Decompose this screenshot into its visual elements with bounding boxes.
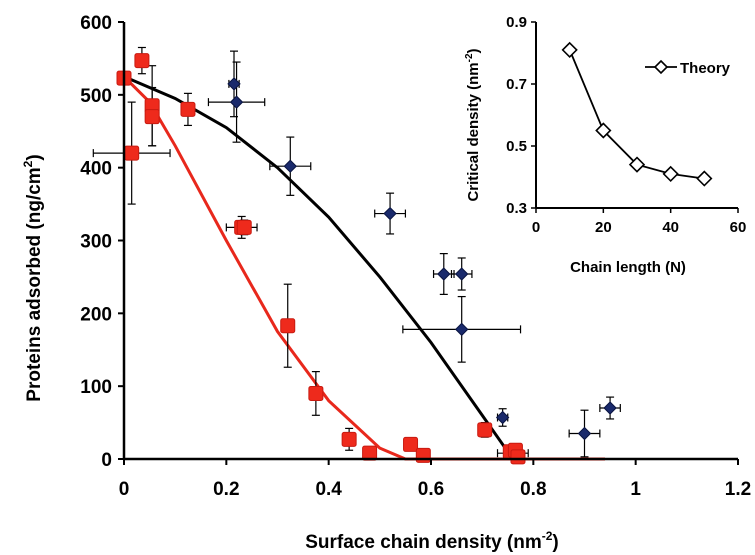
y-tick-label: 600 [80,13,112,34]
data-point-square [477,422,493,438]
x-axis-title-end: ) [552,532,558,553]
theory-point [628,156,646,173]
y-axis-title-text: Proteins adsorbed (ng/cm [24,167,45,401]
data-point-square [236,219,252,235]
x-tick-label: 1.2 [725,479,751,500]
inset-x-axis-title: Chain length (N) [570,259,686,276]
data-point-diamond [454,322,469,337]
x-tick-label: 0.4 [315,479,342,500]
theory-point [561,41,578,59]
x-tick-label: 1 [630,479,641,500]
x-tick-label: 0 [119,479,130,500]
data-point-square [510,449,526,465]
x-axis-title-text: Surface chain density (nm [305,532,542,553]
y-axis-title-superscript: 2 [21,160,35,167]
data-point-diamond [437,267,451,281]
inset-x-tick-label: 60 [730,219,747,236]
data-point-diamond [603,401,617,415]
data-point-diamond [283,159,297,173]
inset-x-tick-label: 40 [662,219,679,236]
data-point-diamond [229,95,244,109]
inset-y-tick-label: 0.5 [506,138,527,155]
y-tick-label: 100 [80,377,112,398]
inset-x-tick-label: 0 [532,219,540,236]
inset-y-tick-label: 0.9 [506,14,527,31]
inset-x-tick-label: 20 [595,219,612,236]
inset-y-axis-title-superscript: -2 [464,53,475,62]
x-tick-label: 0.2 [213,479,239,500]
data-point-diamond [227,77,241,91]
data-point-square [134,53,150,69]
inset-y-axis-title: Critical density (nm-2) [464,48,482,201]
inset-y-axis-title-text: Critical density (nm [465,62,482,201]
data-point-diamond [577,426,592,441]
y-axis-title: Proteins adsorbed (ng/cm2) [21,154,45,401]
fit-curve-2 [123,75,605,461]
theory-point [595,122,612,139]
y-tick-label: 300 [80,232,112,253]
data-point-diamond [454,267,469,281]
data-point-square [124,145,140,161]
data-point-diamond [383,206,397,221]
theory-point [662,165,679,183]
fit-curve-3 [122,75,605,461]
data-point-square [403,436,419,452]
data-point-square [180,101,196,117]
x-axis-title-superscript: -2 [542,529,553,543]
y-tick-label: 400 [80,159,112,180]
data-point-square [415,447,431,463]
data-point-square [144,109,160,125]
legend-label: Theory [680,60,731,77]
y-axis-title-end: ) [24,154,45,160]
inset-y-axis-title-end: ) [465,48,482,53]
inset-legend: Theory [645,59,731,77]
x-tick-label: 0.8 [520,479,546,500]
y-tick-label: 200 [80,304,112,325]
y-tick-label: 0 [101,450,112,471]
y-tick-label: 500 [80,86,112,107]
x-axis-title: Surface chain density (nm-2) [305,529,559,553]
data-point-square [280,318,296,334]
data-point-diamond [495,410,510,425]
theory-point [696,170,713,187]
data-point-square [308,385,324,401]
legend-marker [653,59,669,75]
data-point-square [341,431,357,447]
inset-y-tick-label: 0.3 [506,200,527,217]
inset-plot: 0.3 0.5 0.7 0.9 0 20 40 60 Theory Critical dens… [464,14,746,276]
inset-y-tick-label: 0.7 [506,76,527,93]
x-tick-label: 0.6 [418,479,444,500]
